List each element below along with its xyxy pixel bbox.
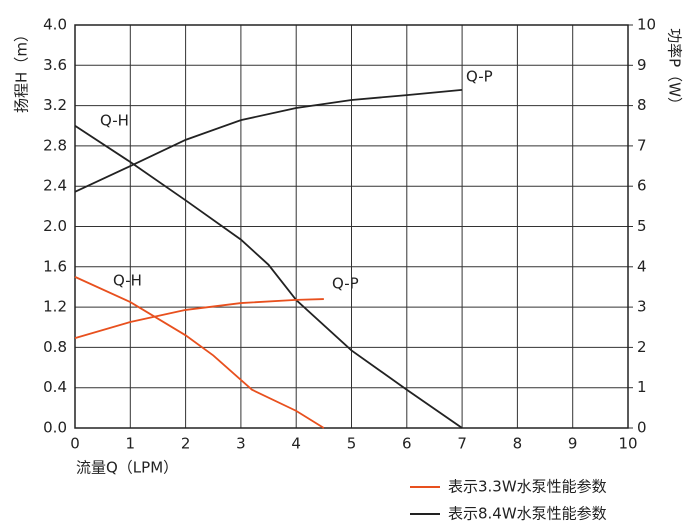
series-label: Q-H [113,272,142,290]
y2-tick-label: 0 [637,419,647,437]
x-tick-label: 3 [236,435,246,453]
y-tick-label: 2.8 [43,136,67,154]
y-axis-label: 扬程H（m） [13,27,31,113]
x-tick-label: 0 [70,435,80,453]
series-label: Q-P [332,275,359,293]
series-line [74,298,324,339]
x-tick-label: 9 [568,435,578,453]
x-tick-label: 4 [291,435,301,453]
x-tick-label: 7 [457,435,467,453]
y-tick-label: 0.8 [43,338,67,356]
series-line [74,88,463,193]
y2-tick-label: 10 [637,16,656,34]
x-axis-label: 流量Q（LPM） [76,459,178,477]
y-tick-label: 4.0 [43,16,67,34]
plot-frame [74,24,629,429]
y2-tick-label: 3 [637,298,647,316]
y2-tick-label: 9 [637,56,647,74]
y2-tick-label: 2 [637,338,647,356]
y-tick-label: 0.4 [43,378,67,396]
y-tick-label: 1.6 [43,257,67,275]
y2-tick-label: 4 [637,257,647,275]
y-tick-label: 3.2 [43,96,67,114]
x-tick-label: 5 [347,435,357,453]
y2-tick-label: 8 [637,96,647,114]
y2-tick-label: 7 [637,136,647,154]
series-label: Q-H [100,112,129,130]
y2-axis-label: 功率P（W） [666,28,684,112]
x-tick-label: 1 [126,435,136,453]
legend-label: 表示8.4W水泵性能参数 [448,505,607,523]
y2-tick-label: 1 [637,378,647,396]
legend-label: 表示3.3W水泵性能参数 [448,478,607,496]
y-tick-label: 3.6 [43,56,67,74]
y-tick-label: 1.2 [43,298,67,316]
x-tick-label: 6 [402,435,412,453]
y-tick-label: 2.4 [43,177,67,195]
series-label: Q-P [466,68,493,86]
x-tick-label: 10 [618,435,637,453]
x-tick-label: 2 [181,435,191,453]
x-tick-label: 8 [513,435,523,453]
y2-tick-label: 5 [637,217,647,235]
y-tick-label: 2.0 [43,217,67,235]
series-line [74,276,325,429]
y-tick-label: 0.0 [43,419,67,437]
series-line [74,124,463,429]
y2-tick-label: 6 [637,177,647,195]
